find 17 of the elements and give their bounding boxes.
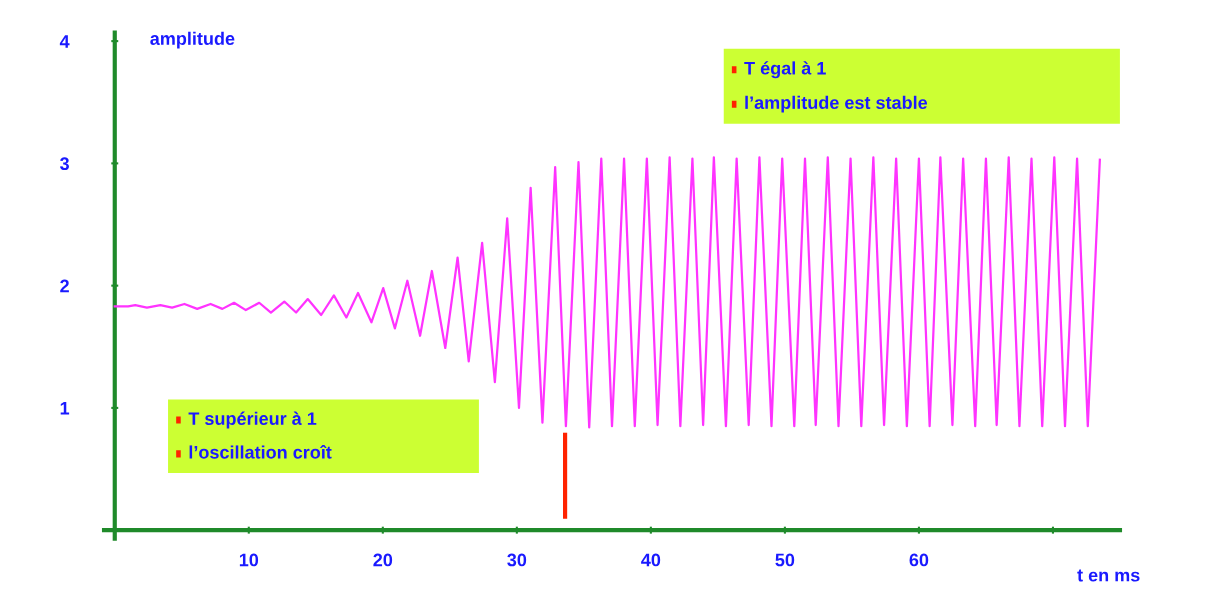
y-tick-label: 4 bbox=[59, 35, 70, 48]
x-tick-label: 10 bbox=[239, 553, 259, 567]
y-axis-title: amplitude bbox=[150, 31, 235, 49]
y-tick-label: 1 bbox=[60, 402, 70, 415]
x-tick-label: 60 bbox=[909, 553, 929, 567]
annotation: l’oscillation croît bbox=[189, 445, 332, 459]
x-tick-label: 20 bbox=[373, 553, 393, 567]
annotation: T supérieur à 1 bbox=[188, 411, 317, 429]
annotation: l’amplitude est stable bbox=[745, 95, 928, 113]
y-tick-label: 3 bbox=[60, 157, 69, 171]
y-tick-label: 2 bbox=[60, 279, 69, 293]
x-tick-label: 50 bbox=[775, 553, 795, 567]
x-tick-label: 30 bbox=[507, 553, 527, 567]
x-axis-title: t en ms bbox=[1077, 569, 1140, 582]
x-tick-label: 40 bbox=[641, 553, 661, 567]
annotation: T égal à 1 bbox=[744, 61, 826, 79]
line-series bbox=[113, 156, 1101, 429]
